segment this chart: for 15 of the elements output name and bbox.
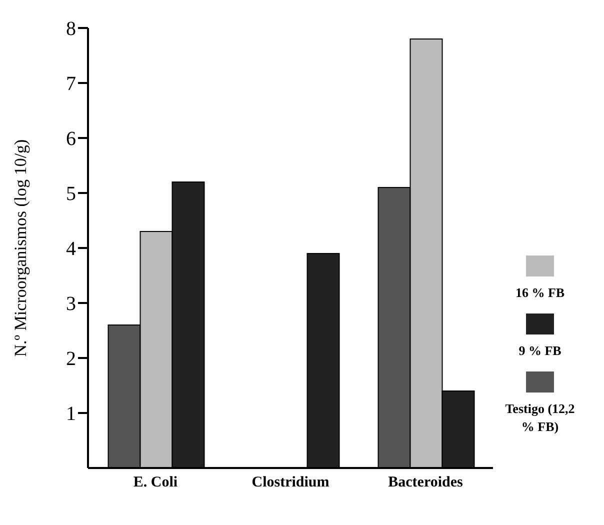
legend-label: 16 % FB: [515, 285, 565, 300]
y-tick-label: 7: [66, 73, 76, 96]
y-axis-title: N.º Microorganismos (log 10/g): [11, 139, 30, 357]
legend-label: Testigo (12,2 % FB): [505, 401, 575, 434]
x-tick-label: Clostridium: [252, 474, 330, 491]
x-tick-label: Bacteroides: [388, 474, 464, 491]
x-tick-label: E. Coli: [133, 474, 178, 491]
y-tick-label: 8: [66, 18, 76, 40]
y-tick-label: 4: [66, 238, 76, 260]
y-tick-label: 1: [66, 403, 76, 426]
y-tick-label: 6: [66, 128, 76, 150]
y-tick-label: 2: [66, 348, 76, 370]
y-tick-label: 3: [66, 293, 76, 316]
y-tick-label: 5: [66, 183, 76, 206]
legend-label: 9 % FB: [518, 343, 562, 358]
